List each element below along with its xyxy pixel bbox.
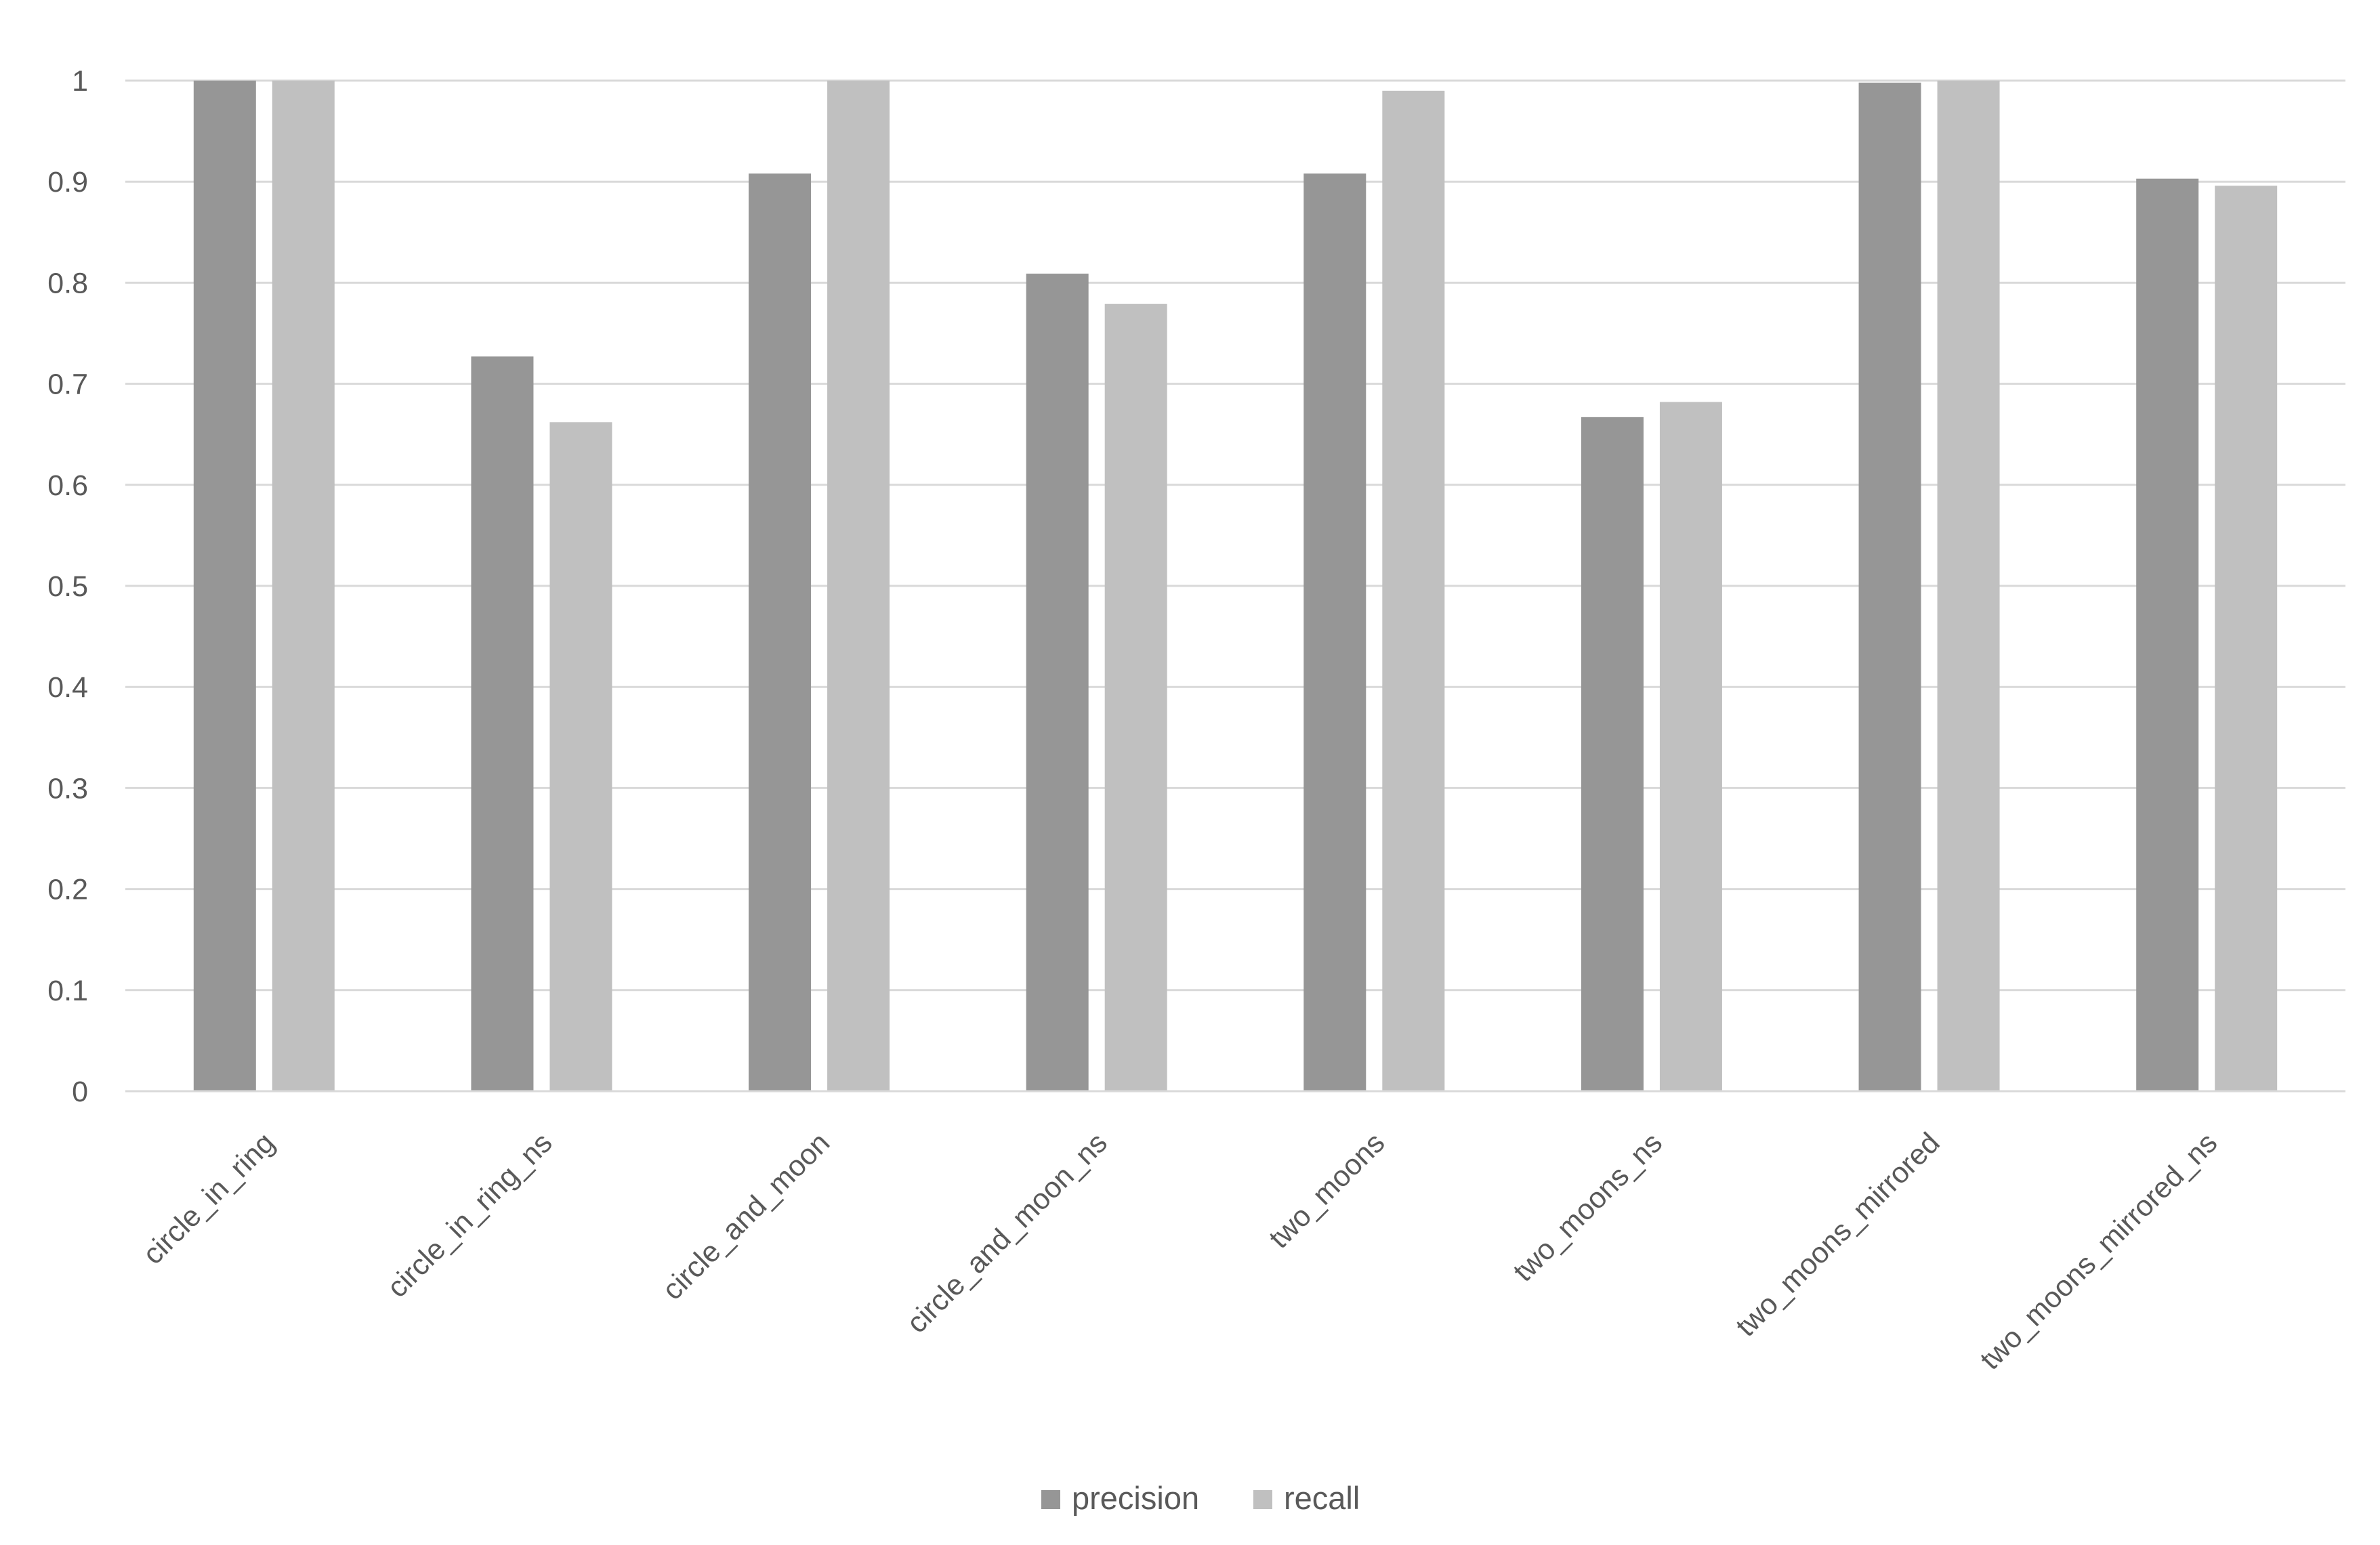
y-tick-label: 0.7 <box>47 368 88 401</box>
legend-label-precision: precision <box>1072 1480 1199 1516</box>
y-tick-label: 0.9 <box>47 166 88 198</box>
bar-recall-circle_and_moon_ns <box>1104 303 1167 1092</box>
y-tick-label: 0 <box>72 1076 88 1108</box>
y-tick-label: 0.5 <box>47 570 88 603</box>
x-tick-label: circle_and_moon_ns <box>900 1126 1114 1340</box>
bar-precision-two_moons_mirrored_ns <box>2136 178 2199 1091</box>
x-tick-label: circle_in_ring <box>137 1126 281 1271</box>
x-tick-label: two_moons_mirrored <box>1730 1126 1946 1343</box>
bar-precision-circle_in_ring_ns <box>471 356 534 1092</box>
bar-precision-circle_and_moon_ns <box>1026 273 1089 1092</box>
y-tick-label: 0.1 <box>47 975 88 1007</box>
bar-precision-two_moons_ns <box>1581 417 1644 1091</box>
bar-precision-circle_and_moon <box>749 173 812 1091</box>
x-axis-tick-labels: circle_in_ring circle_in_ring_ns circle_an… <box>137 1126 2224 1376</box>
y-tick-label: 0.6 <box>47 469 88 502</box>
bar-precision-two_moons <box>1303 173 1366 1091</box>
bar-recall-two_moons_mirrored <box>1937 81 2000 1091</box>
x-tick-label: circle_in_ring_ns <box>381 1126 558 1304</box>
legend-label-recall: recall <box>1284 1480 1360 1516</box>
grid-lines <box>125 79 2345 992</box>
bar-precision-circle_in_ring <box>193 81 256 1091</box>
bar-recall-two_moons_mirrored_ns <box>2215 186 2278 1092</box>
bar-recall-two_moons <box>1382 90 1445 1091</box>
bar-precision-two_moons_mirrored <box>1858 82 1921 1091</box>
bar-recall-circle_in_ring <box>272 81 335 1091</box>
x-tick-label: circle_and_moon <box>656 1126 837 1307</box>
x-tick-label: two_moons_mirrored_ns <box>1974 1126 2224 1376</box>
y-tick-label: 0.8 <box>47 267 88 299</box>
y-tick-label: 1 <box>72 65 88 98</box>
bar-recall-two_moons_ns <box>1659 402 1722 1091</box>
y-axis-tick-labels: 0 0.1 0.2 0.3 0.4 0.5 0.6 0.7 0.8 0.9 1 <box>47 65 88 1108</box>
x-tick-label: two_moons_ns <box>1507 1126 1669 1288</box>
y-tick-label: 0.2 <box>47 874 88 906</box>
y-tick-label: 0.3 <box>47 772 88 805</box>
legend: precision recall <box>1041 1480 1360 1516</box>
y-tick-label: 0.4 <box>47 671 88 704</box>
x-tick-label: two_moons <box>1263 1126 1391 1254</box>
legend-swatch-recall <box>1253 1490 1272 1509</box>
legend-swatch-precision <box>1041 1490 1060 1509</box>
bar-recall-circle_and_moon <box>827 81 890 1091</box>
bars <box>193 81 2278 1092</box>
bar-recall-circle_in_ring_ns <box>549 422 612 1091</box>
